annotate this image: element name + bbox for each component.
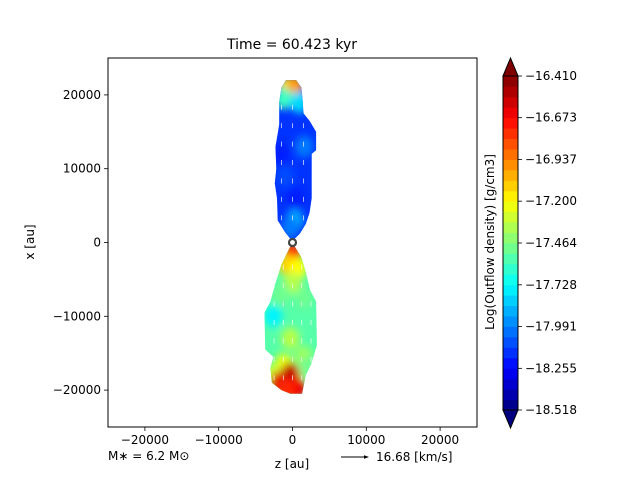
star-marker [287,237,298,248]
colorbar-band [503,253,518,265]
colorbar-band [503,368,518,380]
colorbar-band [503,211,518,223]
colorbar-band [503,232,518,244]
lower-outflow-lobe [264,246,317,394]
colorbar-band [503,243,518,254]
density-cell [276,165,295,188]
colorbar-extend-top [502,56,519,77]
colorbar-band [503,326,518,338]
colorbar-band [503,378,518,390]
density-cell [295,135,314,158]
colorbar-band [503,96,518,108]
y-tick-label: 0 [93,236,101,250]
colorbar-band [503,138,518,150]
y-axis-ticks: −20000 −10000 0 10000 20000 [53,88,108,397]
colorbar-band [503,180,518,192]
velocity-key: 16.68 [km/s] [341,450,452,464]
colorbar-band [503,389,518,400]
colorbar-band [503,222,518,233]
density-cell [286,187,305,210]
x-tick-label: −20000 [121,433,169,447]
chart-title: Time = 60.423 kyr [226,37,357,53]
colorbar-band [503,169,518,181]
y-tick-label: 10000 [63,162,101,176]
colorbar-band [503,86,518,98]
x-tick-label: 20000 [421,433,459,447]
colorbar-label: Log(Outflow density) [g/cm3] [483,154,497,330]
density-cell [274,142,290,165]
density-cell [276,377,295,394]
colorbar-band [503,159,518,171]
density-cell [274,87,293,110]
density-cell [299,356,317,379]
colorbar-band [503,284,518,296]
x-axis-ticks: −20000 −10000 0 10000 20000 [121,427,459,447]
colorbar: −16.410 −16.673 −16.937 −17.200 −17.464 −17.7… [483,56,577,430]
density-cell [294,286,313,309]
density-cell [264,305,283,328]
upper-lobe-base [274,80,317,239]
x-axis-label: z [au] [275,457,309,471]
colorbar-tick-label: −16.673 [525,111,577,125]
colorbar-tick-label: −16.937 [525,153,577,167]
colorbar-band [503,76,518,87]
colorbar-band [503,117,518,129]
colorbar-band [503,336,518,348]
colorbar-band [503,399,518,411]
colorbar-extend-bottom [502,409,519,430]
colorbar-band [503,316,518,327]
colorbar-tick-label: −16.410 [525,69,577,83]
y-tick-label: −20000 [53,383,101,397]
colorbar-tick-label: −17.464 [525,236,577,250]
plot-area [107,57,478,428]
colorbar-band [503,190,518,202]
colorbar-band [503,201,518,213]
colorbar-band [503,107,518,119]
y-tick-label: 20000 [63,88,101,102]
colorbar-band [503,274,518,286]
density-cell [281,216,300,239]
x-tick-label: 10000 [347,433,385,447]
upper-lobe-cells [274,80,314,239]
density-cell [281,327,300,350]
colorbar-band [503,149,518,160]
star-mass-annotation: M∗ = 6.2 M⊙ [108,449,189,463]
density-cell [290,91,309,114]
y-axis-label: x [au] [23,224,37,259]
density-cell [301,312,317,335]
upper-outflow-lobe [274,80,317,239]
upper-lobe-cells-blur [274,80,314,239]
colorbar-ticks: −16.410 −16.673 −16.937 −17.200 −17.464 −17.7… [518,69,577,417]
colorbar-band [503,263,518,275]
colorbar-band [503,295,518,307]
colorbar-band [503,347,518,359]
colorbar-tick-label: −17.991 [525,320,577,334]
colorbar-tick-label: −18.255 [525,361,577,375]
velocity-vectors [273,104,312,381]
x-tick-label: 0 [289,433,297,447]
colorbar-tick-label: −17.200 [525,194,577,208]
x-tick-label: −10000 [195,433,243,447]
y-tick-label: −10000 [53,309,101,323]
colorbar-band [503,357,518,369]
velocity-key-arrowhead [364,455,369,459]
colorbar-tick-label: −18.518 [525,403,577,417]
colorbar-band [503,305,518,317]
colorbar-bands [503,76,518,411]
colorbar-band [503,128,518,140]
velocity-key-label: 16.68 [km/s] [376,450,452,464]
density-cell [272,283,291,306]
colorbar-tick-label: −17.728 [525,278,577,292]
